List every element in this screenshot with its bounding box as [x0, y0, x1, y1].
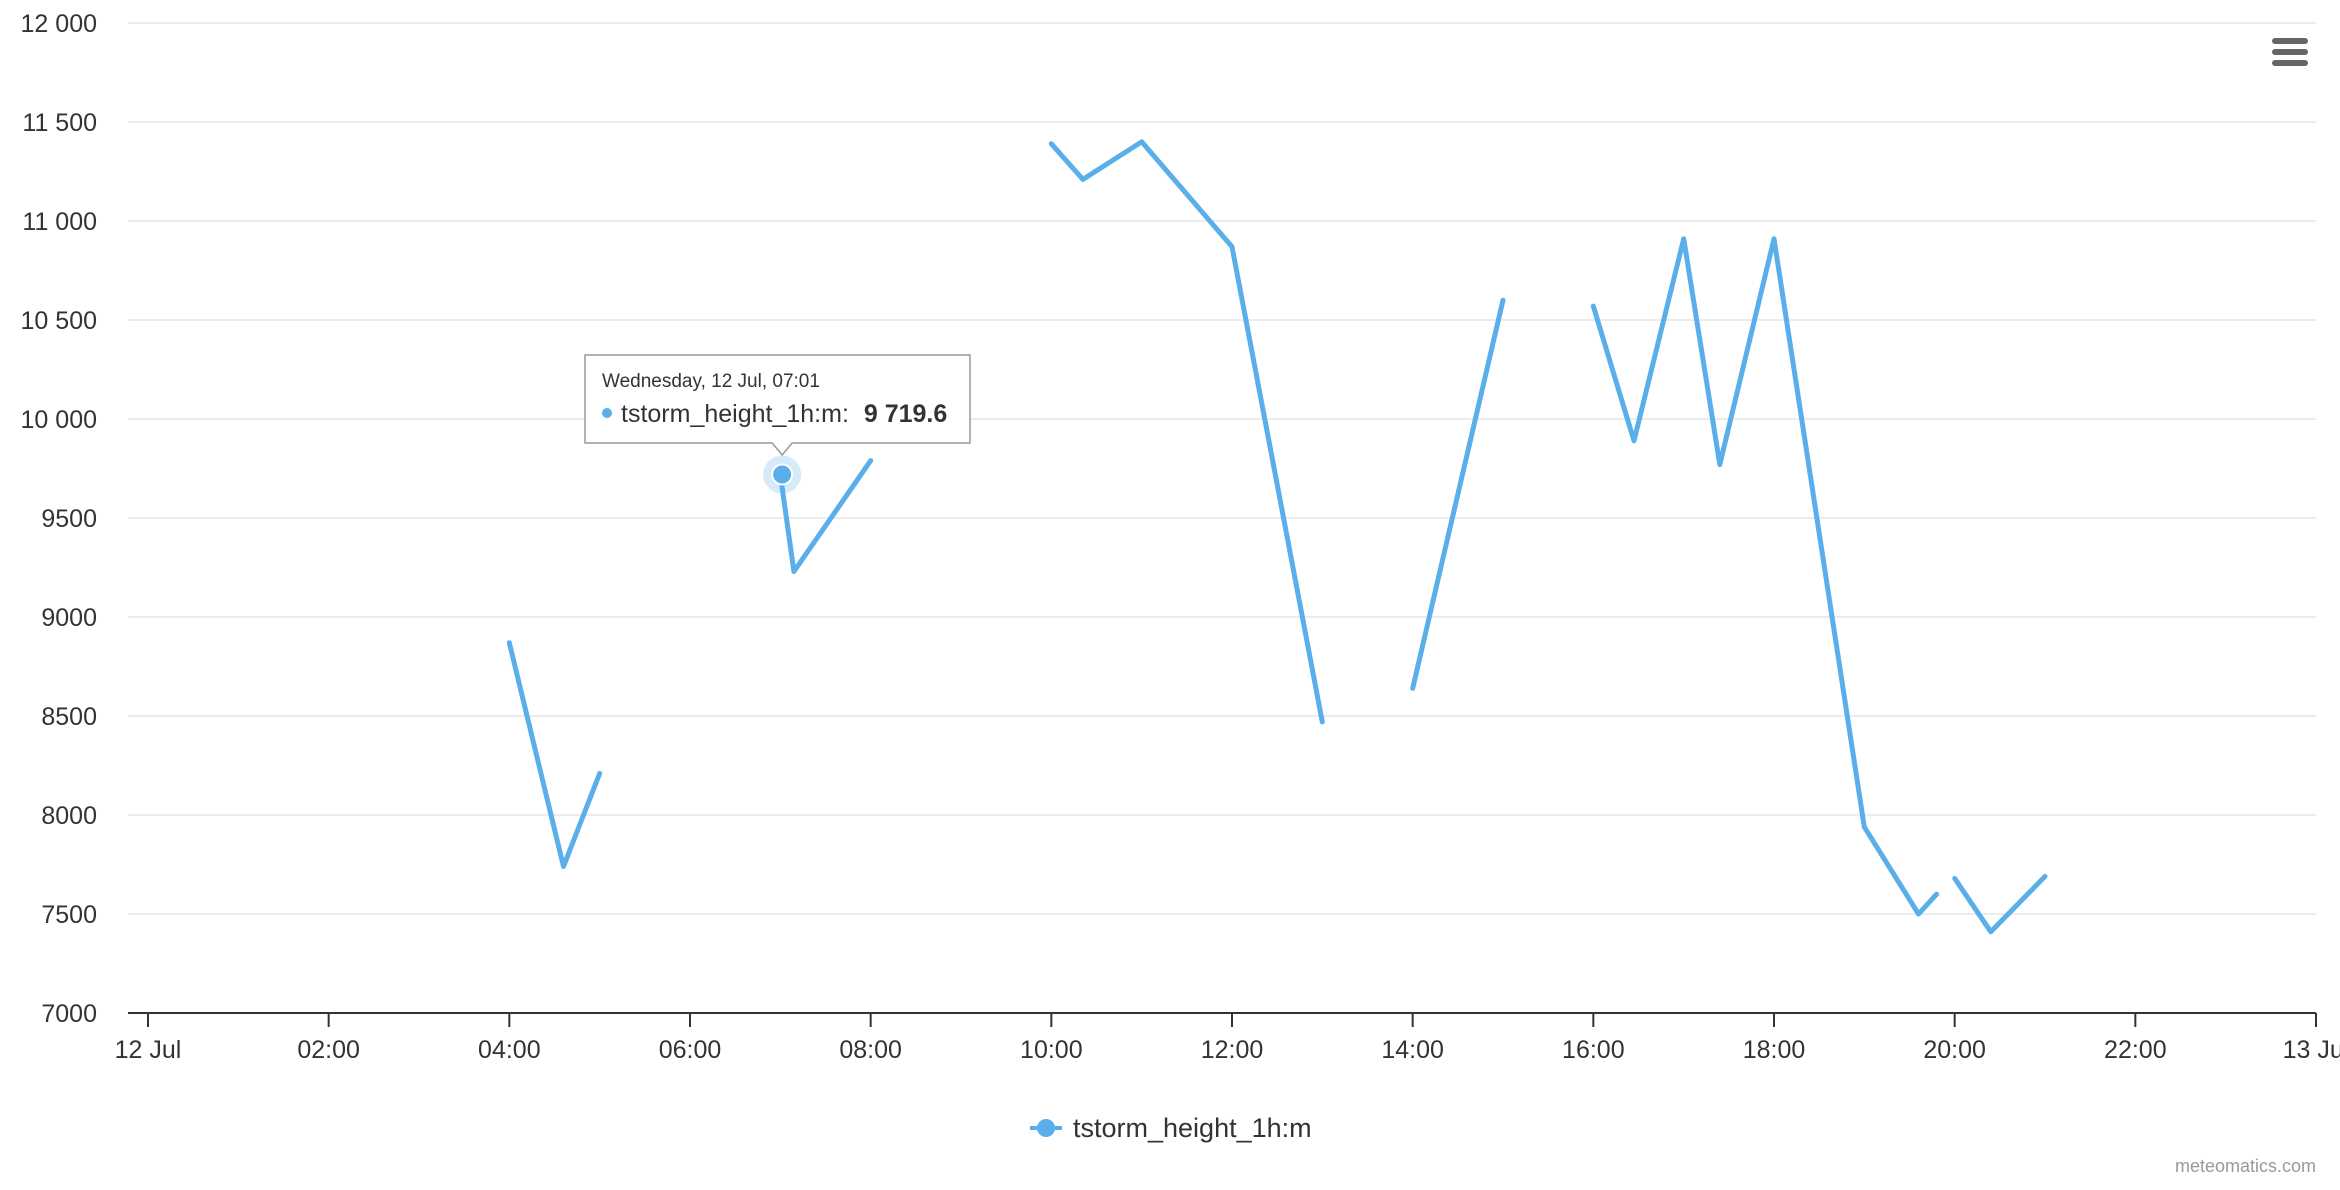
x-tick-label: 10:00	[1020, 1036, 1083, 1064]
x-tick-label: 13 Jul	[2283, 1036, 2340, 1064]
y-axis: 7000 7500 8000 8500 9000 9500 10 000 10 500 11 0…	[21, 10, 97, 1028]
y-tick-label: 8000	[41, 802, 97, 830]
y-tick-label: 10 000	[21, 406, 97, 434]
series-line-segment	[506, 640, 603, 869]
y-tick-label: 7000	[41, 1000, 97, 1028]
y-tick-label: 11 500	[22, 109, 97, 137]
tooltip-date: Wednesday, 12 Jul, 07:01	[602, 371, 820, 392]
hover-marker[interactable]	[771, 463, 794, 486]
x-tick-label: 12 Jul	[115, 1036, 182, 1064]
y-tick-label: 9500	[41, 505, 97, 533]
x-tick-label: 04:00	[478, 1036, 541, 1064]
tooltip: Wednesday, 12 Jul, 07:01 tstorm_height_1…	[584, 354, 971, 457]
tooltip-series-label: tstorm_height_1h:m:	[621, 400, 849, 428]
legend-marker-icon	[1037, 1119, 1055, 1137]
tooltip-box	[584, 354, 971, 457]
x-tick-label: 16:00	[1562, 1036, 1625, 1064]
x-tick-label: 08:00	[839, 1036, 902, 1064]
y-tick-label: 12 000	[21, 10, 97, 38]
legend-item-label[interactable]: tstorm_height_1h:m	[1073, 1113, 1312, 1143]
x-tick-label: 18:00	[1743, 1036, 1806, 1064]
y-tick-label: 11 000	[22, 208, 97, 236]
series-tstorm-height	[506, 139, 2048, 935]
series-line-segment	[1048, 139, 1325, 725]
y-tick-label: 9000	[41, 604, 97, 632]
x-tick-label: 20:00	[1923, 1036, 1986, 1064]
credit-link[interactable]: meteomatics.com	[2175, 1156, 2316, 1176]
series-line-segment	[1410, 297, 1506, 691]
tooltip-value: 9 719.6	[864, 400, 947, 428]
tooltip-series-name: tstorm_height_1h:m: 9 719.6	[621, 400, 947, 428]
series-line-segment	[1590, 236, 1940, 917]
x-axis: 12 Jul 02:00 04:00 06:00 08:00 10:00 12:00 14:0…	[115, 1012, 2340, 1064]
series-line-segment	[1952, 873, 2048, 935]
y-tick-label: 10 500	[21, 307, 97, 335]
x-tick-label: 06:00	[659, 1036, 722, 1064]
grid-lines	[128, 22, 2316, 915]
y-tick-label: 7500	[41, 901, 97, 929]
hamburger-menu-icon[interactable]	[2264, 34, 2320, 76]
series-line-segment	[777, 458, 874, 574]
tooltip-series-dot	[602, 408, 612, 418]
x-tick-label: 22:00	[2104, 1036, 2167, 1064]
x-tick-label: 02:00	[297, 1036, 360, 1064]
x-tick-label: 14:00	[1381, 1036, 1444, 1064]
hovered-point[interactable]	[763, 455, 802, 494]
y-tick-label: 8500	[41, 703, 97, 731]
legend[interactable]: tstorm_height_1h:m	[1030, 1113, 1312, 1143]
x-tick-label: 12:00	[1201, 1036, 1264, 1064]
